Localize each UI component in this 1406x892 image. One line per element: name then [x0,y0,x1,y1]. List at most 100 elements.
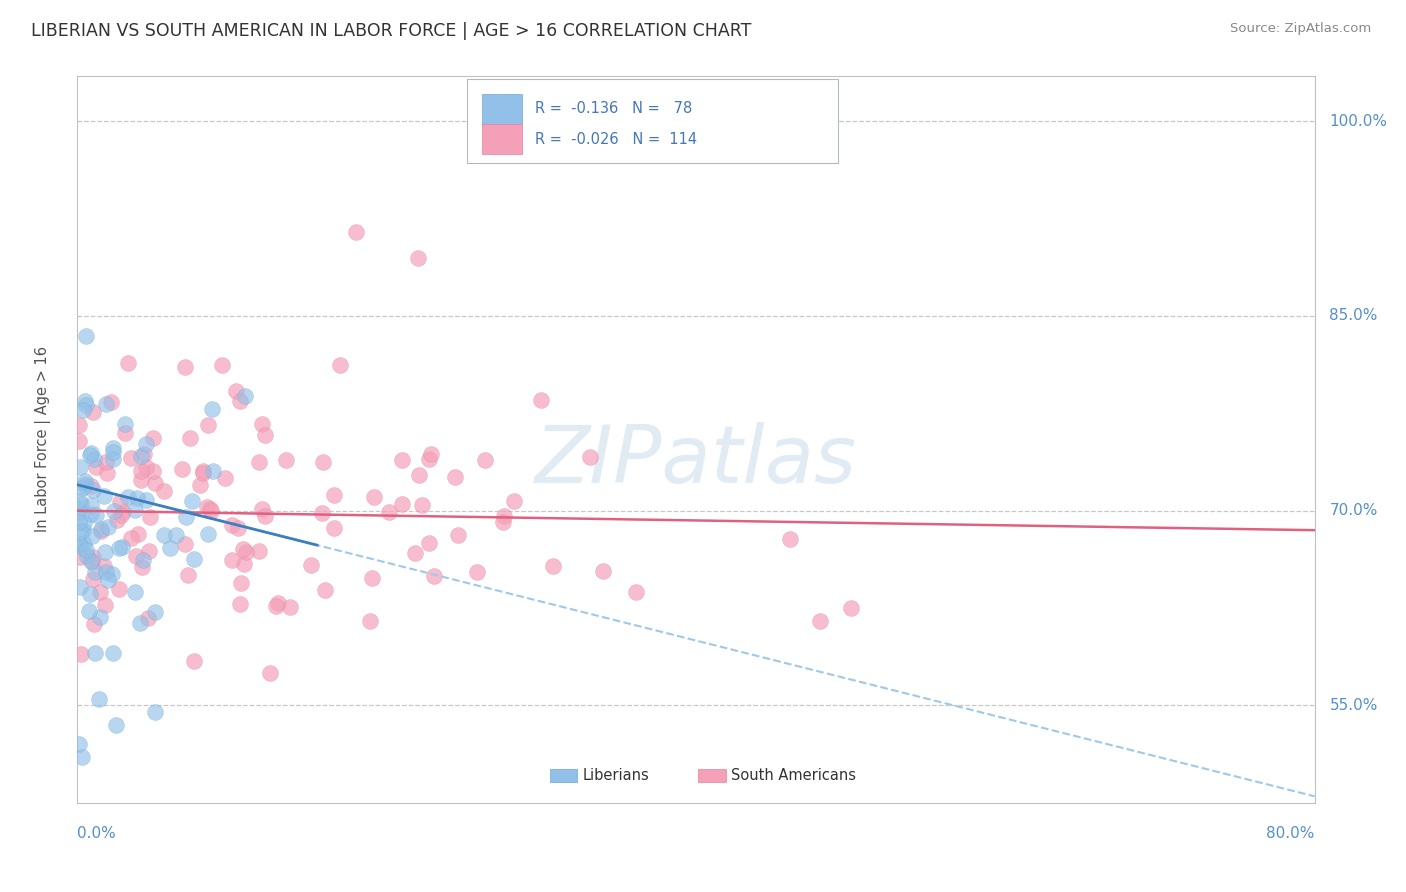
Point [75,399,97,413]
Point [408,467,430,482]
FancyBboxPatch shape [467,79,838,163]
Point [80,554,103,568]
Point [139,509,162,524]
Point [124,585,146,599]
Text: R =  -0.026   N =  114: R = -0.026 N = 114 [536,131,697,146]
Bar [550,770,578,782]
Point [592,564,614,578]
Point [67,417,90,432]
Point [201,401,224,416]
Text: ZIPatlas: ZIPatlas [534,422,858,500]
Point [79,586,101,600]
Point [135,460,157,475]
Point [89,610,111,624]
Point [67,500,90,515]
Point [502,493,524,508]
Point [93,489,115,503]
Point [83,616,105,631]
Text: Liberians: Liberians [582,768,650,783]
Point [69,460,91,475]
Point [225,384,247,398]
Point [105,718,127,732]
Point [249,455,271,469]
Point [361,571,384,585]
Point [93,558,115,573]
Point [125,491,148,505]
Point [221,553,243,567]
Point [153,528,176,542]
Text: 80.0%: 80.0% [1267,826,1315,841]
Point [69,550,91,565]
Point [183,552,205,566]
Point [127,526,149,541]
Point [77,604,100,618]
Point [221,518,243,533]
Point [444,470,467,484]
Point [129,464,152,478]
Point [79,448,101,462]
Point [94,397,117,411]
Point [72,403,94,417]
Point [120,531,142,545]
Point [125,549,148,563]
Point [73,516,96,530]
Point [418,536,440,550]
Point [228,597,250,611]
Point [165,528,187,542]
Point [233,389,256,403]
Point [76,549,98,563]
Point [84,565,107,579]
Point [391,497,413,511]
Point [278,599,301,614]
Point [84,459,107,474]
Point [143,476,166,491]
Point [67,738,90,752]
Point [808,614,831,628]
Point [94,544,117,558]
Point [82,572,104,586]
Point [70,750,93,764]
Point [259,665,281,680]
Point [312,455,335,469]
Point [82,405,104,419]
Point [543,558,565,573]
Point [84,646,107,660]
Point [159,541,181,555]
Point [344,225,367,239]
Point [359,614,381,628]
Point [72,524,94,538]
Point [226,521,249,535]
Point [250,502,273,516]
Point [72,481,94,495]
Point [132,447,155,461]
Point [141,464,163,478]
Point [191,464,214,478]
Point [111,540,134,554]
Point [465,566,488,580]
Point [406,251,429,265]
Point [93,599,115,613]
Text: 85.0%: 85.0% [1330,309,1378,324]
Point [200,504,222,518]
Point [411,498,433,512]
Point [447,528,470,542]
Text: 0.0%: 0.0% [77,826,117,841]
Point [200,501,222,516]
Point [323,520,346,534]
Point [69,580,91,594]
Point [67,506,90,520]
Point [131,560,153,574]
Point [177,567,200,582]
Text: Source: ZipAtlas.com: Source: ZipAtlas.com [1230,22,1371,36]
Point [105,513,128,527]
Point [172,462,194,476]
Point [114,417,136,431]
Point [152,483,174,498]
Point [299,558,322,572]
Point [101,452,124,467]
Point [247,544,270,558]
Text: In Labor Force | Age > 16: In Labor Force | Age > 16 [35,346,51,533]
Point [80,529,103,543]
Point [80,498,103,512]
Point [101,566,124,581]
